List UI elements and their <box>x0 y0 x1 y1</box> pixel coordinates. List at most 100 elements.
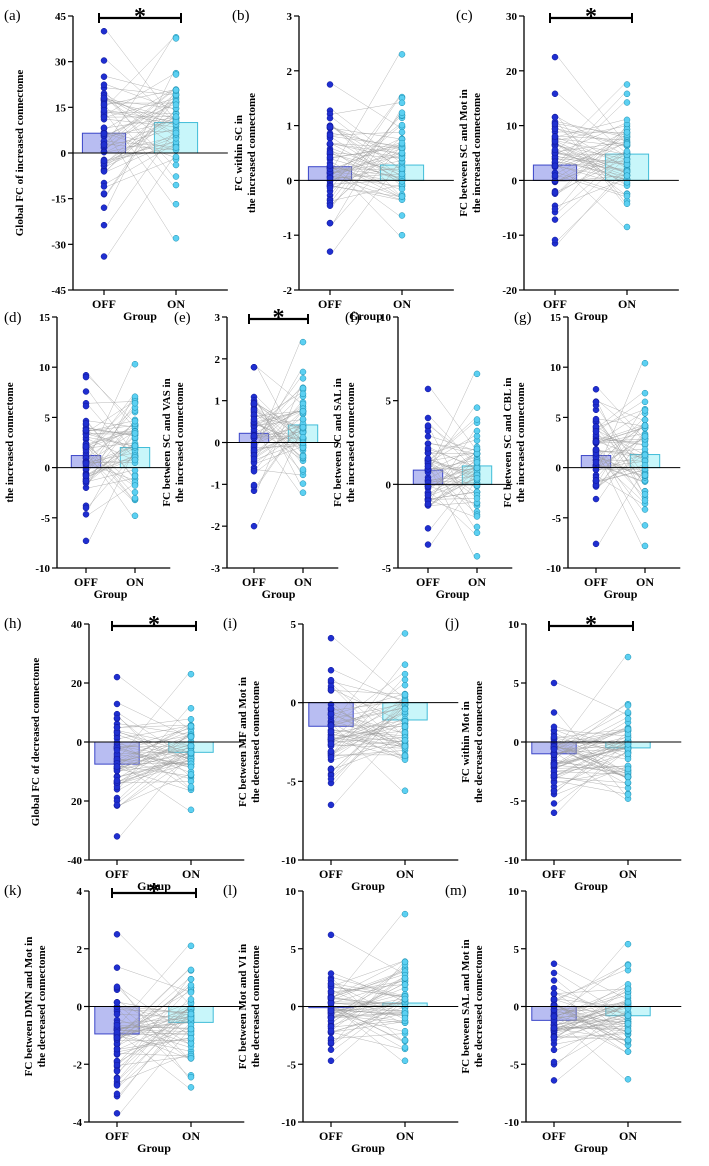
paired-line <box>119 719 189 728</box>
paired-line <box>88 376 133 421</box>
paired-line <box>557 164 625 228</box>
point-off <box>326 123 334 131</box>
paired-line <box>598 441 643 458</box>
paired-line <box>332 142 400 170</box>
paired-line <box>332 117 400 169</box>
point-on <box>473 529 481 537</box>
paired-line <box>106 98 174 125</box>
point-on <box>398 121 406 129</box>
point-off <box>326 162 334 169</box>
point-on <box>623 129 631 136</box>
point-off <box>82 472 90 479</box>
paired-line <box>430 443 475 450</box>
paired-line <box>256 402 301 472</box>
point-on <box>299 480 307 487</box>
point-off <box>250 432 258 440</box>
y-tick-label: 0 <box>556 463 562 475</box>
point-on <box>172 173 180 180</box>
paired-line <box>556 760 626 777</box>
y-tick-label: -2 <box>211 521 221 533</box>
point-off <box>327 686 335 694</box>
paired-line <box>333 1012 403 1017</box>
point-on <box>624 1048 632 1055</box>
point-on <box>624 726 632 733</box>
paired-line <box>88 439 133 460</box>
paired-line <box>88 425 133 431</box>
point-off <box>113 1034 121 1041</box>
y-tick-label: -1 <box>283 230 292 242</box>
paired-line <box>598 419 643 465</box>
paired-line <box>333 1021 403 1033</box>
paired-line <box>119 1053 189 1057</box>
point-off <box>327 666 335 674</box>
paired-line <box>88 455 133 516</box>
paired-line <box>256 425 301 487</box>
point-off <box>327 1027 335 1035</box>
paired-lines <box>430 373 475 557</box>
point-off <box>250 522 258 530</box>
paired-line <box>333 708 403 741</box>
paired-line <box>332 153 400 189</box>
point-on <box>187 763 195 771</box>
paired-line <box>332 115 400 200</box>
data-points <box>82 360 139 545</box>
point-off <box>113 1075 121 1082</box>
paired-line <box>256 342 301 447</box>
paired-line <box>332 125 400 185</box>
point-off <box>327 747 335 755</box>
paired-line <box>430 502 475 506</box>
point-on <box>641 462 649 469</box>
paired-line <box>256 367 301 403</box>
point-off <box>113 964 121 971</box>
paired-line <box>556 989 626 1037</box>
data-points <box>250 338 307 530</box>
point-off <box>550 1002 558 1009</box>
y-axis-title: the increased connectome <box>471 93 483 213</box>
point-on <box>641 416 649 424</box>
y-axis-title: FC between SC and SAL in <box>332 378 344 507</box>
point-on <box>641 542 649 550</box>
point-off <box>113 763 121 770</box>
paired-line <box>332 186 400 197</box>
paired-line <box>598 439 643 442</box>
paired-line <box>556 988 626 994</box>
paired-line <box>119 751 189 771</box>
y-tick-label: 30 <box>506 11 518 23</box>
x-axis-title: Group <box>262 587 296 601</box>
paired-line <box>556 752 626 787</box>
point-off <box>550 977 558 984</box>
point-off <box>592 446 600 453</box>
paired-line <box>88 464 133 480</box>
y-tick-label: 0 <box>77 1002 83 1014</box>
paired-line <box>333 981 403 994</box>
x-axis-title: Group <box>351 879 385 893</box>
y-axis-title: the decreased connectome <box>250 681 262 803</box>
paired-line <box>332 153 400 182</box>
point-off <box>550 960 558 968</box>
y-tick-label: 20 <box>71 796 83 808</box>
point-off <box>82 426 90 434</box>
paired-line <box>556 943 626 1023</box>
paired-line <box>88 456 133 506</box>
paired-line <box>556 1031 626 1045</box>
point-off <box>113 673 121 681</box>
paired-line <box>598 418 643 427</box>
point-off <box>82 388 90 395</box>
point-on <box>398 99 406 107</box>
x-category-label: OFF <box>416 575 440 589</box>
paired-line <box>119 760 189 782</box>
paired-line <box>556 1023 626 1029</box>
paired-line <box>88 375 133 425</box>
paired-line <box>557 161 625 176</box>
paired-line <box>430 422 475 460</box>
point-on <box>623 90 631 98</box>
y-tick-label: 10 <box>285 886 297 898</box>
paired-line <box>106 90 174 145</box>
paired-line <box>119 763 189 811</box>
panel-label: (e) <box>174 310 191 326</box>
paired-line <box>556 765 626 772</box>
paired-line <box>430 454 475 478</box>
point-off <box>551 172 559 179</box>
point-on <box>473 445 481 453</box>
